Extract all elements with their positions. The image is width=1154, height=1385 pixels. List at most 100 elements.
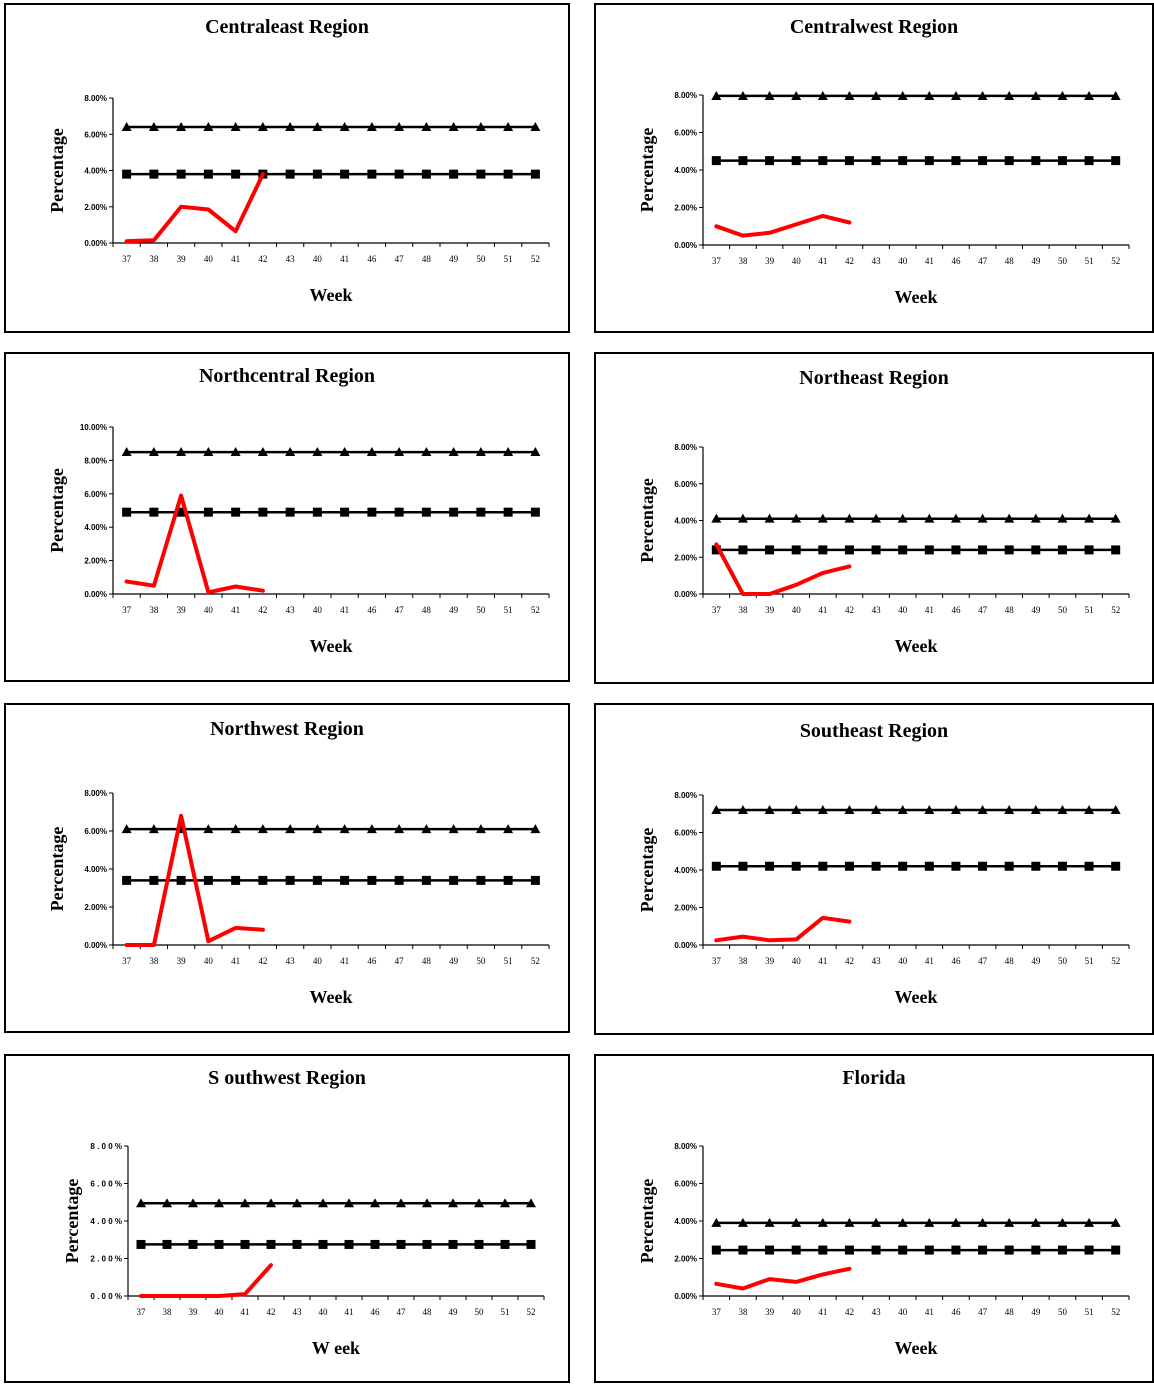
triangle-marker [950,1217,961,1227]
triangle-marker [240,1198,250,1208]
square-marker [818,861,828,871]
triangle-marker [897,805,908,814]
weekly-percentage-line [714,542,852,596]
x-tick-label: 41 [345,1307,354,1317]
triangle-marker [711,513,722,523]
x-tick-label: 41 [925,956,934,966]
triangle-marker [257,122,268,131]
triangle-marker [366,122,377,131]
y-axis-label: Percentage [47,128,67,213]
x-tick-label: 52 [1111,1307,1120,1317]
weekly-percentage-line [124,172,265,244]
square-marker [765,156,775,166]
triangle-marker [871,513,882,523]
triangle-marker [230,824,241,834]
chart-svg: Southeast Region Percentage Week 0.00% 2.00%… [637,720,1130,1007]
x-tick-label: 39 [765,956,775,966]
y-tick-label: 4.00% [674,166,697,175]
x-tick-label: 40 [792,605,802,615]
y-tick-label: 2.00% [674,553,697,562]
square-marker [240,1239,250,1249]
square-marker [1111,156,1121,166]
x-tick-label: 49 [449,605,459,615]
square-marker [1111,1245,1121,1255]
chart-svg: Northwest Region Percentage Week 0.00% 2.00%… [47,718,550,1007]
square-marker [978,1245,988,1255]
y-axis-label: Percentage [637,478,657,563]
y-axis-label: Percentage [637,128,657,213]
x-tick-label: 51 [501,1307,510,1317]
y-tick-label: 4.00% [84,865,107,874]
x-tick-label: 47 [978,956,988,966]
square-marker [448,1239,458,1249]
square-marker [149,169,159,179]
x-tick-label: 42 [845,956,854,966]
square-marker [367,875,377,885]
chart-svg: Centraleast Region Percentage Week 0.00% 2.0… [47,16,550,305]
triangle-marker [1110,1217,1121,1227]
square-marker [1084,1245,1094,1255]
triangle-marker [897,513,908,523]
x-tick-label: 49 [1031,256,1041,266]
square-marker [292,1239,302,1249]
x-tick-label: 47 [978,1307,988,1317]
x-tick-label: 41 [340,956,349,966]
x-tick-label: 52 [531,956,540,966]
x-tick-label: 40 [204,605,214,615]
x-tick-label: 40 [204,254,214,264]
triangle-marker [422,1198,432,1208]
x-tick-label: 50 [1058,956,1068,966]
x-axis-label: Week [895,1338,938,1358]
triangle-marker [475,824,486,834]
x-tick-label: 46 [951,256,961,266]
triangle-marker [530,447,541,457]
square-marker [136,1239,146,1249]
x-tick-label: 52 [1111,605,1120,615]
y-tick-label: 6.00% [674,480,697,489]
x-tick-label: 50 [475,1307,485,1317]
triangle-marker [1004,805,1015,814]
triangle-marker [312,447,323,457]
triangle-marker [977,805,988,814]
triangle-marker [394,824,405,834]
y-tick-label: 10.00% [80,423,107,432]
y-tick-label: 0.00% [84,941,107,950]
square-marker [188,1239,198,1249]
x-tick-label: 38 [149,254,159,264]
square-marker [738,861,748,871]
chart-title: Northwest Region [210,718,364,740]
x-tick-label: 48 [423,1307,433,1317]
square-marker [711,545,721,555]
square-marker [1031,1245,1041,1255]
square-marker [176,507,186,517]
x-tick-label: 40 [898,256,908,266]
x-tick-label: 47 [978,256,988,266]
chart-panel: Florida Percentage Week 0.00% 2.00% 4.00% 6.00… [594,1054,1154,1383]
triangle-marker [503,447,514,457]
square-marker [1004,545,1014,555]
square-marker [738,545,748,555]
x-tick-label: 40 [792,1307,802,1317]
chart-panel: Northeast Region Percentage Week 0.00% 2.00%… [594,352,1154,684]
y-tick-label: 4.00% [84,523,107,532]
x-tick-label: 49 [449,956,459,966]
square-marker [122,169,132,179]
x-tick-label: 52 [527,1307,536,1317]
y-tick-label: 4 . 0 0 % [90,1217,122,1226]
y-tick-label: 0.00% [674,590,697,599]
square-marker [765,1245,775,1255]
triangle-marker [366,447,377,457]
square-marker [978,545,988,555]
square-marker [738,156,748,166]
triangle-marker [176,447,187,457]
x-tick-label: 42 [845,256,854,266]
triangle-marker [230,447,241,457]
triangle-marker [394,122,405,131]
x-tick-label: 37 [137,1307,147,1317]
triangle-marker [950,805,961,814]
y-tick-label: 6.00% [674,829,697,838]
triangle-marker [285,122,296,131]
square-marker [898,156,908,166]
x-tick-label: 38 [149,605,159,615]
triangle-marker [924,513,935,523]
